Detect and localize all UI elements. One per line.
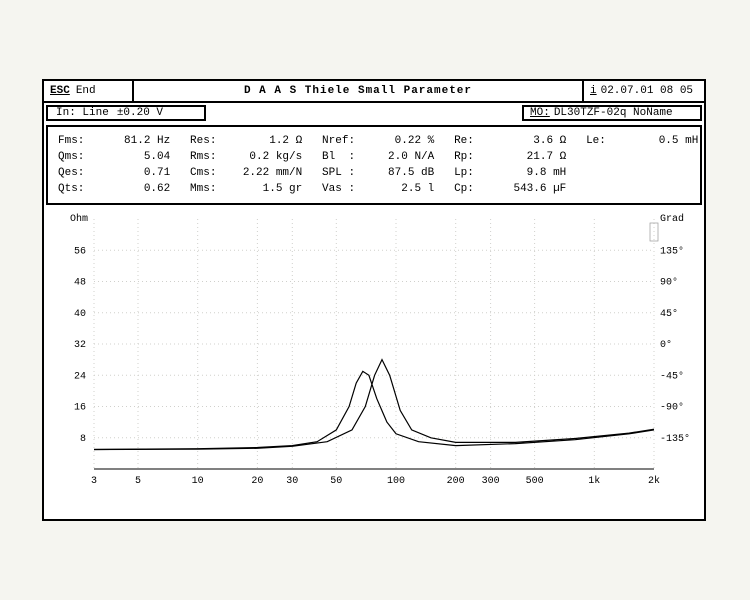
svg-text:32: 32: [74, 340, 86, 351]
svg-text:135°: 135°: [660, 245, 684, 257]
svg-text:8: 8: [80, 434, 86, 445]
in-label: In: Line: [56, 107, 109, 119]
end-label: End: [76, 85, 96, 97]
datetime-box[interactable]: i 02.07.01 08 05: [584, 81, 704, 101]
svg-text:3: 3: [91, 476, 97, 487]
svg-text:20: 20: [251, 476, 263, 487]
esc-end-box[interactable]: ESC End: [44, 81, 134, 101]
svg-text:45°: 45°: [660, 308, 678, 320]
svg-text:5: 5: [135, 476, 141, 487]
svg-text:10: 10: [192, 476, 204, 487]
info-prefix: i: [590, 85, 597, 97]
app-title: D A A S Thiele Small Parameter: [134, 81, 584, 101]
esc-label: ESC: [50, 85, 70, 97]
svg-text:2k: 2k: [648, 475, 660, 487]
svg-text:16: 16: [74, 403, 86, 414]
in-value: ±0.20 V: [117, 107, 163, 119]
svg-text:200: 200: [447, 476, 465, 487]
svg-text:48: 48: [74, 278, 86, 289]
svg-text:90°: 90°: [660, 277, 678, 289]
svg-text:0°: 0°: [660, 339, 672, 351]
svg-text:-45°: -45°: [660, 370, 684, 382]
svg-text:300: 300: [482, 476, 500, 487]
svg-text:Grad: Grad: [660, 213, 684, 225]
svg-text:30: 30: [286, 476, 298, 487]
input-level-box: In: Line ±0.20 V: [46, 105, 206, 121]
svg-text:-135°: -135°: [660, 433, 690, 445]
params-table: Fms: 81.2 Hz Res: 1.2 Ω Nref: 0.22 % Re:…: [46, 125, 702, 205]
impedance-chart: 8 16 24 32 40 48 56 -135° -90° -45° 0° 45° 90° 135° 3 5…: [54, 211, 694, 511]
svg-text:1k: 1k: [588, 475, 600, 487]
svg-text:Ohm: Ohm: [70, 213, 88, 225]
mo-prefix: MO:: [530, 107, 550, 119]
mo-value: DL30TZF-02q NoName: [554, 107, 673, 119]
svg-text:100: 100: [387, 476, 405, 487]
svg-text:50: 50: [330, 476, 342, 487]
svg-text:24: 24: [74, 371, 86, 382]
datetime-value: 02.07.01 08 05: [601, 85, 693, 97]
svg-text:56: 56: [74, 246, 86, 257]
svg-text:500: 500: [526, 476, 544, 487]
svg-text:-90°: -90°: [660, 402, 684, 414]
measurement-object-box[interactable]: MO: DL30TZF-02q NoName: [522, 105, 702, 121]
svg-text:40: 40: [74, 309, 86, 320]
